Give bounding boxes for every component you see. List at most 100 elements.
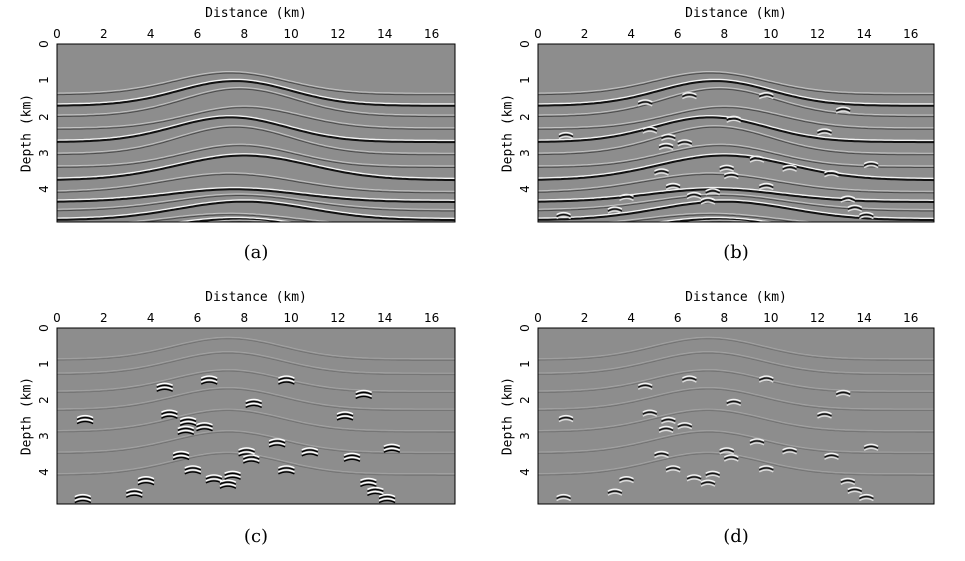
diffraction-event: [558, 414, 574, 423]
y-tick-label: 4: [518, 185, 532, 194]
diffraction-event: [367, 486, 384, 497]
reflector-highlight: [57, 351, 455, 374]
reflector-highlight: [602, 212, 819, 222]
diffraction-event: [705, 470, 721, 478]
diffraction-event: [200, 375, 218, 385]
diffraction-event: [665, 182, 681, 191]
y-tick-label: 3: [37, 431, 51, 440]
x-tick-label: 16: [423, 311, 440, 325]
reflector-event: [57, 80, 455, 107]
reflector-highlight: [57, 114, 455, 142]
y-axis-label: Depth (km): [500, 93, 516, 173]
reflector-event: [57, 188, 455, 203]
diffraction-event: [719, 164, 735, 172]
reflector-highlight: [538, 78, 934, 105]
diffraction-event: [840, 195, 856, 203]
x-tick-label: 16: [423, 27, 440, 41]
y-tick-label: 0: [37, 324, 51, 332]
y-tick-label: 2: [37, 112, 51, 121]
reflector-highlight: [57, 193, 455, 210]
diffraction-event: [758, 182, 774, 191]
x-tick-label: 6: [673, 311, 682, 325]
diffraction-event: [840, 477, 856, 486]
diffraction-event: [758, 375, 774, 383]
reflector-event: [57, 116, 455, 144]
diffraction-event: [378, 493, 396, 504]
diffraction-event: [196, 422, 213, 432]
reflector-event: [57, 370, 455, 393]
diffraction-event: [682, 375, 697, 383]
diffraction-event: [607, 206, 623, 214]
diffraction-event: [242, 454, 260, 464]
x-tick-label: 8: [240, 27, 249, 41]
x-tick-label: 12: [809, 27, 826, 41]
diffraction-event: [224, 470, 241, 480]
diffraction-event: [219, 479, 237, 489]
reflector-highlight: [538, 105, 934, 129]
reflector-highlight: [538, 86, 934, 116]
diffraction-event: [654, 450, 669, 459]
diffraction-event: [700, 479, 716, 487]
diffraction-event: [343, 452, 361, 462]
diffraction-event: [654, 168, 669, 176]
diffraction-event: [700, 197, 716, 205]
diffraction-event: [749, 155, 765, 163]
image-background: [538, 44, 934, 222]
diffraction-event: [177, 425, 195, 436]
diffraction-event: [336, 411, 354, 421]
diffraction-event: [686, 191, 702, 200]
y-tick-label: 1: [37, 360, 51, 368]
diffraction-event: [824, 452, 839, 460]
diffraction-event: [619, 193, 634, 202]
x-tick-label: 16: [903, 27, 919, 41]
x-tick-label: 0: [53, 311, 61, 325]
x-tick-label: 12: [330, 27, 346, 41]
x-tick-label: 8: [240, 311, 249, 325]
diffraction-event: [642, 409, 658, 417]
diffraction-event: [76, 414, 94, 425]
reflector-highlight: [57, 430, 455, 453]
diffraction-event: [719, 447, 735, 455]
x-tick-label: 8: [720, 27, 729, 41]
reflector-event: [538, 80, 934, 107]
reflector-highlight: [57, 86, 455, 116]
reflector-event: [538, 352, 934, 376]
diffraction-event: [360, 477, 377, 488]
diffraction-event: [859, 211, 874, 220]
y-tick-label: 3: [518, 149, 532, 157]
diffraction-event: [355, 389, 373, 400]
reflector-event: [538, 88, 934, 118]
reflector-highlight: [538, 369, 934, 392]
diffraction-event: [835, 106, 851, 114]
diffraction-event: [637, 382, 653, 390]
diffraction-event: [156, 382, 174, 392]
x-tick-label: 2: [99, 27, 108, 41]
reflector-event: [57, 410, 455, 433]
x-axis-label: Distance (km): [685, 6, 787, 21]
reflector-event: [57, 431, 455, 455]
y-tick-label: 3: [37, 149, 51, 157]
reflector-event: [57, 145, 455, 168]
reflector-event: [184, 218, 286, 222]
reflector-event: [538, 370, 934, 393]
reflector-event: [57, 195, 455, 212]
x-tick-label: 8: [720, 311, 729, 325]
x-axis-label: Distance (km): [685, 290, 787, 305]
diffraction-event: [817, 128, 832, 136]
reflector-highlight: [654, 216, 776, 222]
diffraction-event: [268, 438, 286, 448]
diffraction-event: [665, 465, 681, 473]
diffraction-event: [619, 476, 634, 484]
reflector-highlight: [57, 199, 455, 220]
x-tick-label: 4: [146, 311, 155, 325]
y-axis-label: Depth (km): [19, 376, 35, 456]
diffraction-event: [137, 476, 155, 486]
reflector-event: [57, 126, 455, 156]
reflector-event: [57, 154, 455, 182]
y-tick-label: 1: [37, 76, 51, 85]
x-tick-label: 10: [283, 311, 299, 325]
diffraction-event: [859, 493, 874, 502]
reflector-event: [538, 145, 934, 168]
x-tick-label: 4: [627, 27, 635, 41]
seismic-image-panel: [537, 43, 935, 223]
